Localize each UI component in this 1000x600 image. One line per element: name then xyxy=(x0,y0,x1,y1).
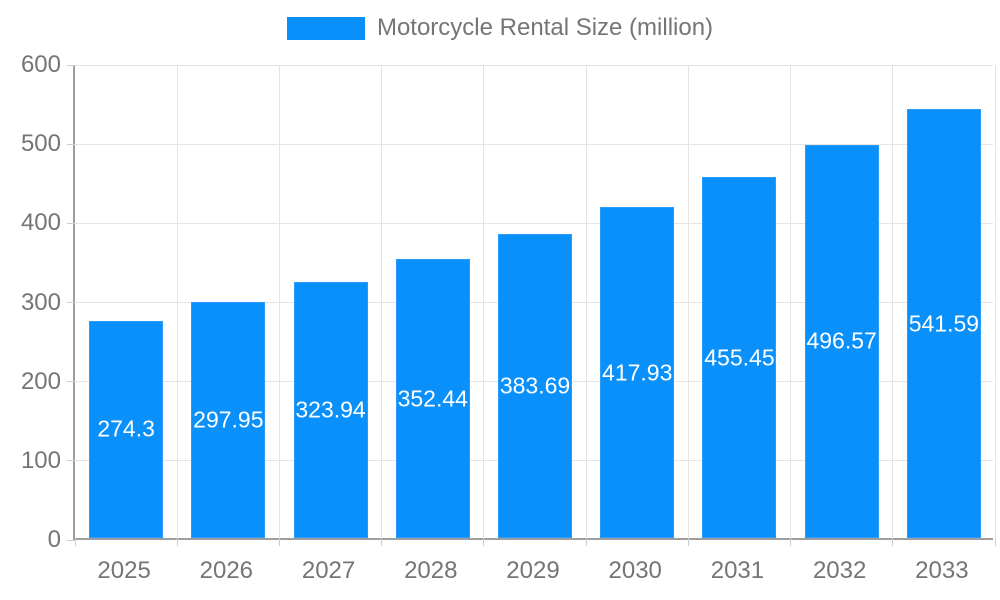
y-axis-label: 300 xyxy=(20,288,61,316)
bar-value-label: 323.94 xyxy=(295,396,366,423)
bar[interactable]: 383.69 xyxy=(498,234,572,538)
x-gridline xyxy=(994,65,996,538)
bar-value-label: 352.44 xyxy=(397,385,468,411)
bar-value-label: 274.3 xyxy=(97,415,155,442)
x-gridline xyxy=(790,65,792,538)
bar[interactable]: 417.93 xyxy=(600,207,675,538)
plot-area: 274.3 297.95 323.94 352.44 383.69 417.93 455.4… xyxy=(67,64,996,546)
x-gridline xyxy=(585,65,587,538)
x-axis-label: 2027 xyxy=(301,557,356,584)
x-tick xyxy=(176,538,178,546)
y-tick xyxy=(67,381,75,383)
bar-value-label: 541.59 xyxy=(908,310,980,337)
bar-value-label: 417.93 xyxy=(602,359,673,386)
y-tick xyxy=(67,143,75,145)
x-tick xyxy=(381,538,383,546)
bar-value-label: 297.95 xyxy=(193,406,264,433)
x-tick xyxy=(483,538,485,546)
y-gridline xyxy=(75,222,993,224)
x-tick xyxy=(585,538,587,546)
x-axis-label: 2031 xyxy=(710,557,765,584)
y-gridline xyxy=(75,143,993,145)
y-gridline xyxy=(75,64,993,66)
y-tick xyxy=(67,460,75,462)
x-axis-label: 2032 xyxy=(812,557,867,584)
x-tick xyxy=(74,538,76,546)
legend-label: Motorcycle Rental Size (million) xyxy=(376,14,714,41)
x-axis-label: 2025 xyxy=(97,557,151,584)
y-axis-label: 0 xyxy=(47,526,61,553)
y-axis-label: 500 xyxy=(20,130,61,158)
bar[interactable]: 323.94 xyxy=(293,281,368,538)
x-axis-label: 2033 xyxy=(915,557,969,584)
y-axis-label: 600 xyxy=(20,51,61,78)
x-gridline xyxy=(381,65,383,538)
legend[interactable]: Motorcycle Rental Size (million) xyxy=(0,14,1000,42)
x-tick xyxy=(278,538,280,546)
bar-value-label: 496.57 xyxy=(806,327,877,354)
x-gridline xyxy=(892,65,894,538)
x-tick xyxy=(994,538,996,546)
y-tick xyxy=(67,302,75,303)
bar-value-label: 455.45 xyxy=(704,344,775,371)
bar[interactable]: 541.59 xyxy=(906,109,981,538)
y-axis-label: 100 xyxy=(20,446,61,474)
x-gridline xyxy=(483,65,485,538)
bar[interactable]: 496.57 xyxy=(804,144,879,538)
y-axis-label: 200 xyxy=(20,367,61,395)
x-axis-label: 2028 xyxy=(404,557,458,584)
y-tick xyxy=(67,539,75,541)
bar[interactable]: 352.44 xyxy=(395,259,470,538)
y-tick xyxy=(67,64,75,66)
x-gridline xyxy=(687,65,689,538)
x-gridline xyxy=(278,65,280,538)
x-axis-label: 2029 xyxy=(506,557,560,584)
x-tick xyxy=(892,538,894,546)
x-axis-label: 2030 xyxy=(608,557,662,584)
bar[interactable]: 455.45 xyxy=(702,177,777,538)
bar[interactable]: 297.95 xyxy=(191,302,266,538)
x-tick xyxy=(790,538,792,546)
x-axis-label: 2026 xyxy=(199,557,254,584)
bar[interactable]: 274.3 xyxy=(89,320,164,538)
y-axis-label: 400 xyxy=(20,209,61,237)
legend-swatch[interactable] xyxy=(286,16,365,40)
bar-value-label: 383.69 xyxy=(499,372,571,399)
x-tick xyxy=(687,538,689,546)
y-tick xyxy=(67,222,75,224)
x-gridline xyxy=(176,65,178,538)
